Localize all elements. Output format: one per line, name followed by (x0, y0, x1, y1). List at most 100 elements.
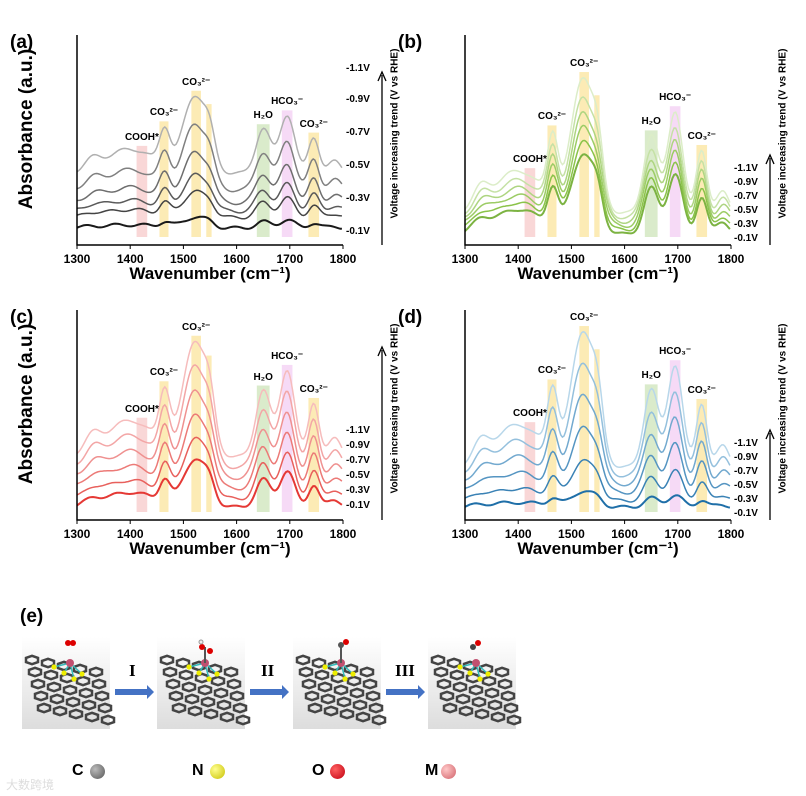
x-tick-label: 1700 (664, 527, 691, 541)
band-2 (579, 326, 589, 512)
step-label-2: II (261, 661, 275, 680)
voltage-label: -0.3V (346, 485, 370, 496)
carbon-atom-icon (90, 764, 105, 779)
band-label: COOH* (512, 408, 547, 420)
x-tick-label: 1300 (452, 252, 479, 266)
series-line--1.1V (464, 330, 731, 468)
voltage-label: -0.1V (734, 508, 758, 519)
x-axis-label: Wavenumber (cm⁻¹) (517, 539, 679, 558)
band-label: CO₃²⁻ (182, 76, 211, 88)
x-tick-label: 1700 (276, 252, 303, 266)
trend-arrow-icon (765, 428, 775, 520)
band-1 (547, 379, 557, 512)
trend-label: Voltage increasing trend (V vs RHE) (777, 48, 789, 219)
band-label: HCO₃⁻ (659, 92, 692, 104)
band-label: CO₃²⁻ (149, 107, 179, 119)
x-tick-label: 1700 (664, 252, 691, 266)
band-0 (524, 168, 536, 237)
band-0 (524, 422, 536, 512)
x-tick-label: 1400 (505, 252, 532, 266)
series-line--0.5V (464, 425, 731, 495)
band-6 (696, 144, 708, 237)
step-label-3: III (395, 661, 415, 680)
band-6 (308, 397, 320, 512)
x-tick-label: 1500 (558, 527, 585, 541)
voltage-label: -1.1V (346, 425, 370, 436)
band-label: CO₃²⁻ (570, 312, 599, 324)
x-tick-label: 1400 (505, 527, 532, 541)
voltage-label: -0.3V (734, 219, 758, 230)
band-0 (136, 417, 148, 512)
x-tick-label: 1300 (64, 527, 91, 541)
legend-o-label: O (312, 762, 325, 779)
band-label: CO₃²⁻ (570, 58, 599, 70)
reaction-arrow-icon (250, 685, 289, 699)
voltage-label: -0.5V (346, 160, 370, 171)
y-axis-label: Absorbance (a.u.) (16, 323, 37, 485)
band-label: H₂O (641, 116, 661, 128)
band-0 (136, 145, 148, 237)
voltage-label: -0.7V (734, 466, 758, 477)
series-line--0.5V (76, 413, 343, 491)
watermark: 大数跨境 (6, 778, 55, 792)
band-2 (191, 335, 201, 512)
series-line--0.9V (464, 362, 731, 478)
voltage-label: -0.3V (734, 494, 758, 505)
voltage-label: -0.3V (346, 193, 370, 204)
band-label: HCO₃⁻ (271, 350, 304, 362)
band-label: CO₃²⁻ (537, 365, 567, 377)
band-label: HCO₃⁻ (271, 96, 304, 108)
band-6 (696, 398, 708, 512)
voltage-label: -0.9V (346, 440, 370, 451)
trend-label: Voltage increasing trend (V vs RHE) (777, 323, 789, 494)
voltage-label: -1.1V (346, 63, 370, 74)
reaction-scheme (22, 637, 522, 729)
voltage-label: -0.7V (346, 127, 370, 138)
step-label-1: I (129, 661, 136, 680)
band-label: HCO₃⁻ (659, 346, 692, 358)
x-tick-label: 1500 (558, 252, 585, 266)
trend-arrow-icon (765, 153, 775, 245)
x-tick-label: 1500 (170, 252, 197, 266)
x-tick-label: 1800 (330, 527, 357, 541)
band-5 (669, 360, 681, 512)
voltage-label: -0.5V (734, 480, 758, 491)
series-line--0.1V (76, 215, 342, 230)
nitrogen-atom-icon (210, 764, 225, 779)
legend-m-label: M (425, 762, 439, 779)
voltage-label: -0.5V (346, 470, 370, 481)
band-label: CO₃²⁻ (537, 111, 567, 123)
y-axis-label: Absorbance (a.u.) (16, 48, 37, 210)
panel-a: 1300 1400 1500 1600 1700 1800 COOH* CO₃²⁻ CO₃²⁻ H… (0, 0, 401, 290)
band-1 (159, 121, 169, 237)
x-tick-label: 1300 (452, 527, 479, 541)
band-label: CO₃²⁻ (687, 130, 716, 142)
panel-d: 1300 1400 1500 1600 1700 1800 COOH* CO₃²⁻ CO₃²⁻ H… (388, 275, 789, 565)
band-label: H₂O (253, 371, 273, 383)
series-line--1.1V (76, 95, 343, 175)
catalyst-structure-2 (157, 637, 251, 729)
series-line--0.1V (464, 490, 731, 509)
series-line--0.3V (76, 436, 343, 501)
x-tick-label: 1500 (170, 527, 197, 541)
panel-e-label: (e) (20, 606, 44, 627)
x-axis-label: Wavenumber (cm⁻¹) (129, 264, 291, 283)
series-line--0.9V (76, 364, 343, 470)
trend-arrow-icon (377, 70, 387, 245)
x-axis-label: Wavenumber (cm⁻¹) (129, 539, 291, 558)
oxygen-atom-icon (330, 764, 345, 779)
voltage-label: -0.1V (734, 233, 758, 244)
band-label: CO₃²⁻ (149, 367, 179, 379)
voltage-label: -0.9V (734, 177, 758, 188)
band-1 (547, 125, 557, 237)
panel-label: (a) (10, 32, 34, 53)
band-5 (669, 106, 681, 238)
series-line--0.7V (464, 393, 731, 487)
series-line--0.5V (464, 124, 731, 229)
panel-c: 1300 1400 1500 1600 1700 1800 COOH* CO₃²⁻ CO₃²⁻ H… (0, 275, 401, 565)
band-label: COOH* (512, 154, 547, 166)
voltage-label: -1.1V (734, 163, 758, 174)
panel-label: (b) (398, 32, 423, 53)
band-6 (308, 132, 320, 237)
legend-n-label: N (192, 762, 204, 779)
